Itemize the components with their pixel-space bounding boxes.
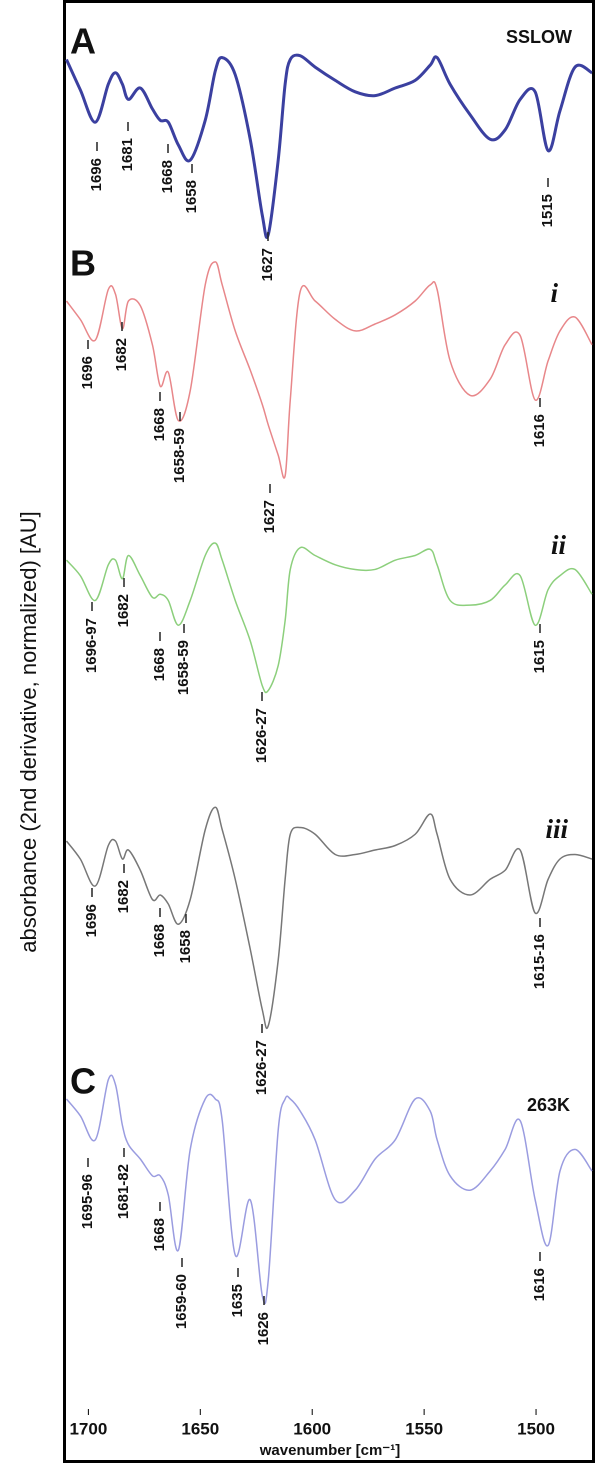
x-tick-label: 1650 [181,1419,219,1438]
peak-label: 1682 [115,880,132,913]
peak-label: 1696-97 [83,618,100,673]
panel-label: A [70,21,96,62]
peak-label: 1515 [539,194,556,227]
panel-title: iii [545,814,568,844]
peak-label: 1668 [159,160,176,193]
spectrum [65,261,593,479]
peak-label: 1658-59 [171,428,188,483]
peak-label: 1658 [183,180,200,213]
peak-label: 1627 [261,500,278,533]
peak-label: 1695-96 [79,1174,96,1229]
peak-label: 1635 [229,1284,246,1317]
peak-label: 1668 [151,648,168,681]
peak-label: 1696 [79,356,96,389]
peak-label: 1681 [119,138,136,171]
spectrum [65,1074,593,1305]
peak-label: 1658-59 [175,640,192,695]
peak-label: 1626 [255,1312,272,1345]
peak-label: 1616 [531,414,548,447]
x-tick-label: 1500 [517,1419,555,1438]
peak-label: 1668 [151,924,168,957]
peak-label: 1616 [531,1268,548,1301]
frame [63,0,595,1463]
peak-label: 1615-16 [531,934,548,989]
peak-label: 1626-27 [253,1040,270,1095]
peak-label: 1615 [531,640,548,673]
peak-label: 1682 [115,594,132,627]
panel-title: ii [551,530,567,560]
panel-title: SSLOW [506,27,572,47]
panel-title: 263K [527,1095,570,1115]
peak-label: 1696 [83,904,100,937]
panel-label: C [70,1061,96,1102]
peak-label: 1627 [259,248,276,281]
x-tick-label: 1600 [293,1419,331,1438]
peak-label: 1668 [151,1218,168,1251]
spectrum [65,542,593,694]
peak-label: 1626-27 [253,708,270,763]
panel-label: B [70,243,96,284]
peak-label: 1668 [151,408,168,441]
peak-label: 1681-82 [115,1164,132,1219]
x-axis-label: wavenumber [cm⁻¹] [259,1442,400,1459]
spectrum [65,806,593,1030]
peak-label: 1658 [177,930,194,963]
y-axis-label: absorbance (2nd derivative, normalized) … [16,511,41,952]
peak-label: 1659-60 [173,1274,190,1329]
panel-title: i [550,278,558,308]
peak-label: 1682 [113,338,130,371]
x-tick-label: 1700 [69,1419,107,1438]
x-tick-label: 1550 [405,1419,443,1438]
spectrum [65,53,593,239]
peak-label: 1696 [88,158,105,191]
